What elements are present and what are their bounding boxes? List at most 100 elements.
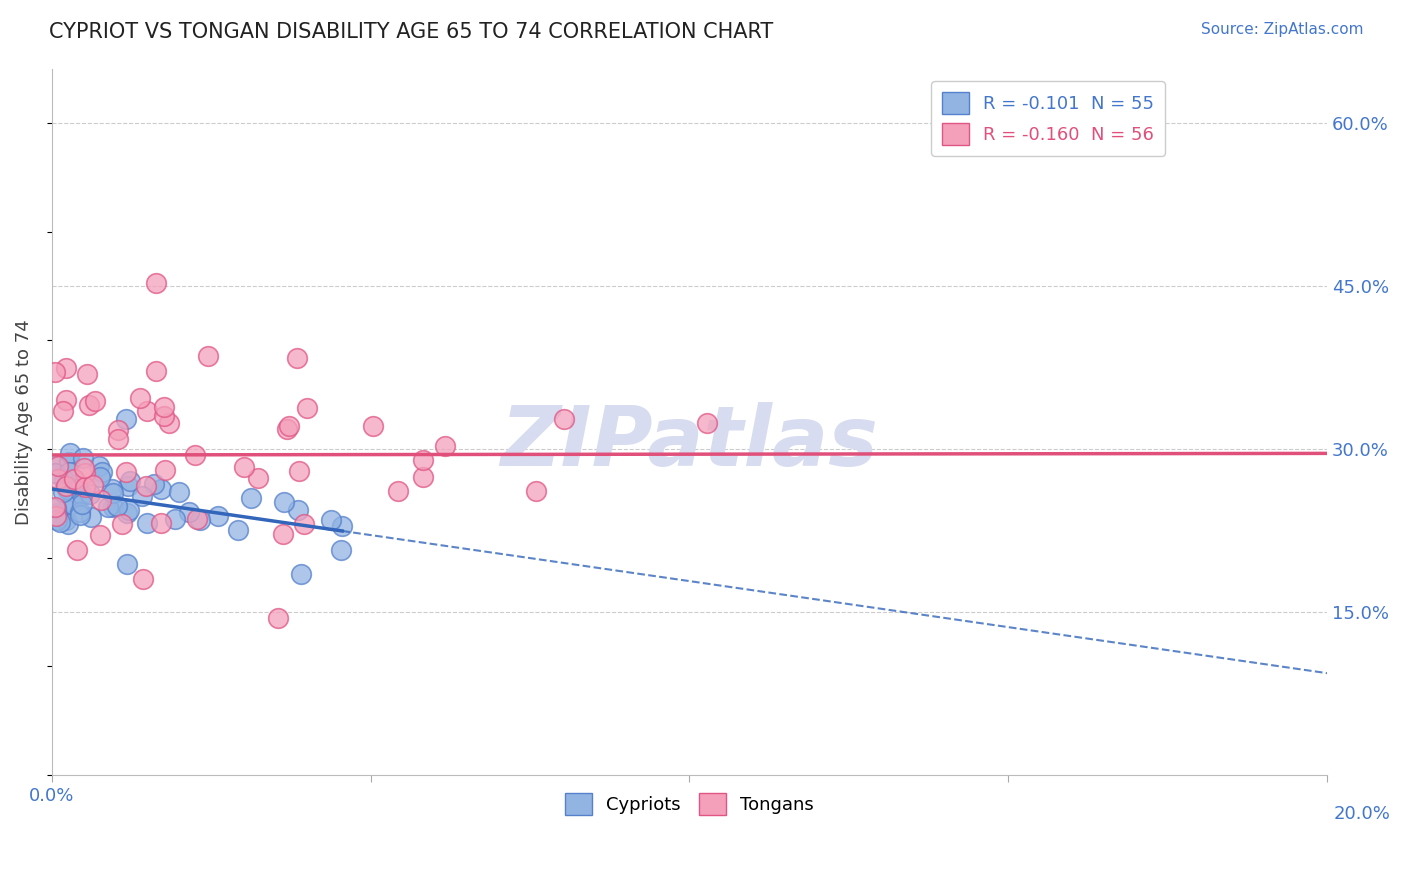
Point xyxy=(149,482,172,496)
Point xyxy=(70,497,93,511)
Point xyxy=(51,485,73,500)
Point xyxy=(131,489,153,503)
Point xyxy=(177,505,200,519)
Point xyxy=(330,519,353,533)
Point xyxy=(361,418,384,433)
Point xyxy=(44,467,66,481)
Point xyxy=(412,452,434,467)
Point xyxy=(157,416,180,430)
Point xyxy=(165,512,187,526)
Point xyxy=(184,448,207,462)
Point xyxy=(45,508,67,523)
Point xyxy=(433,439,456,453)
Point xyxy=(44,365,66,379)
Point xyxy=(267,611,290,625)
Point xyxy=(58,455,80,469)
Point xyxy=(239,491,262,505)
Point xyxy=(278,418,301,433)
Point xyxy=(75,480,97,494)
Point xyxy=(524,483,547,498)
Point xyxy=(273,526,295,541)
Point xyxy=(58,517,80,532)
Point xyxy=(290,566,312,581)
Point xyxy=(246,471,269,485)
Point xyxy=(46,458,69,473)
Point xyxy=(285,351,308,365)
Point xyxy=(46,513,69,527)
Point xyxy=(45,506,67,520)
Point xyxy=(153,409,176,424)
Point xyxy=(150,516,173,530)
Point xyxy=(45,500,67,515)
Point xyxy=(273,495,295,509)
Point xyxy=(287,503,309,517)
Point xyxy=(142,477,165,491)
Point xyxy=(55,501,77,516)
Point xyxy=(233,460,256,475)
Point xyxy=(115,412,138,426)
Point xyxy=(295,401,318,415)
Point xyxy=(55,393,77,408)
Point xyxy=(321,513,343,527)
Point xyxy=(101,486,124,500)
Legend: Cypriots, Tongans: Cypriots, Tongans xyxy=(558,786,821,822)
Point xyxy=(136,403,159,417)
Point xyxy=(55,479,77,493)
Point xyxy=(44,457,66,471)
Text: 20.0%: 20.0% xyxy=(1334,805,1391,823)
Point xyxy=(294,516,316,531)
Point xyxy=(60,497,83,511)
Point xyxy=(87,459,110,474)
Point xyxy=(83,394,105,409)
Point xyxy=(76,367,98,381)
Point xyxy=(97,500,120,514)
Point xyxy=(79,509,101,524)
Point xyxy=(412,470,434,484)
Y-axis label: Disability Age 65 to 74: Disability Age 65 to 74 xyxy=(15,318,32,524)
Point xyxy=(69,508,91,523)
Point xyxy=(115,465,138,479)
Point xyxy=(276,422,298,436)
Point xyxy=(167,484,190,499)
Point xyxy=(79,398,101,412)
Point xyxy=(197,349,219,363)
Point xyxy=(107,423,129,437)
Point xyxy=(117,506,139,520)
Point xyxy=(91,465,114,479)
Point xyxy=(105,499,128,513)
Point xyxy=(58,465,80,479)
Point xyxy=(82,478,104,492)
Point xyxy=(69,505,91,519)
Point xyxy=(55,360,77,375)
Text: CYPRIOT VS TONGAN DISABILITY AGE 65 TO 74 CORRELATION CHART: CYPRIOT VS TONGAN DISABILITY AGE 65 TO 7… xyxy=(49,22,773,42)
Point xyxy=(48,472,70,486)
Point xyxy=(62,472,84,486)
Point xyxy=(145,364,167,378)
Point xyxy=(696,416,718,430)
Point xyxy=(118,503,141,517)
Point xyxy=(117,479,139,493)
Point xyxy=(90,493,112,508)
Point xyxy=(59,446,82,460)
Point xyxy=(89,470,111,484)
Point xyxy=(135,479,157,493)
Point xyxy=(107,432,129,446)
Point xyxy=(89,527,111,541)
Point xyxy=(131,572,153,586)
Point xyxy=(44,500,66,514)
Point xyxy=(70,488,93,502)
Point xyxy=(287,465,309,479)
Point xyxy=(52,404,75,418)
Point xyxy=(228,523,250,537)
Point xyxy=(128,391,150,405)
Point xyxy=(103,500,125,515)
Point xyxy=(75,466,97,480)
Point xyxy=(188,513,211,527)
Point xyxy=(100,482,122,496)
Point xyxy=(553,411,575,425)
Point xyxy=(55,513,77,527)
Point xyxy=(330,543,353,558)
Point xyxy=(120,474,142,488)
Text: ZIPatlas: ZIPatlas xyxy=(501,402,879,483)
Point xyxy=(117,557,139,571)
